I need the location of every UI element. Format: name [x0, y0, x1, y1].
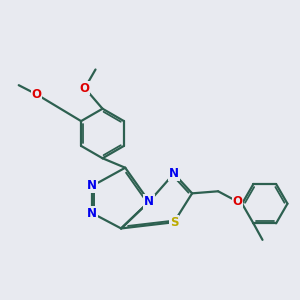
Text: N: N [87, 179, 97, 192]
Text: N: N [169, 167, 179, 180]
Text: O: O [80, 82, 90, 94]
Text: N: N [144, 195, 154, 208]
Text: O: O [232, 195, 242, 208]
Text: O: O [32, 88, 41, 101]
Text: S: S [170, 216, 178, 229]
Text: N: N [87, 207, 97, 220]
